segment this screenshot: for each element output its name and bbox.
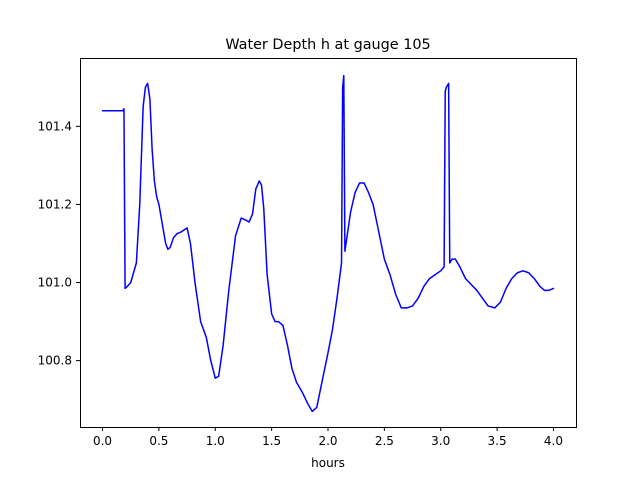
x-tick-label: 2.0 bbox=[318, 434, 337, 448]
y-tick-label: 101.0 bbox=[38, 276, 72, 290]
x-tick-label: 1.0 bbox=[206, 434, 225, 448]
x-axis-label: hours bbox=[311, 456, 345, 470]
chart-title: Water Depth h at gauge 105 bbox=[225, 37, 430, 53]
y-tick-label: 101.4 bbox=[38, 119, 72, 133]
y-tick-label: 100.8 bbox=[38, 354, 72, 368]
x-tick-label: 3.0 bbox=[431, 434, 450, 448]
plot-area bbox=[101, 74, 555, 413]
x-axis: 0.0 0.5 1.0 1.5 2.0 2.5 3.0 3.5 4.0 bbox=[93, 427, 563, 448]
x-tick-label: 1.5 bbox=[262, 434, 281, 448]
x-tick-label: 4.0 bbox=[544, 434, 563, 448]
x-tick-label: 3.5 bbox=[488, 434, 507, 448]
x-tick-label: 0.5 bbox=[149, 434, 168, 448]
x-tick-label: 0.0 bbox=[93, 434, 112, 448]
y-tick-label: 101.2 bbox=[38, 197, 72, 211]
series-line-water-depth bbox=[101, 74, 555, 413]
x-tick-label: 2.5 bbox=[375, 434, 394, 448]
y-axis: 100.8 101.0 101.2 101.4 bbox=[38, 119, 80, 368]
